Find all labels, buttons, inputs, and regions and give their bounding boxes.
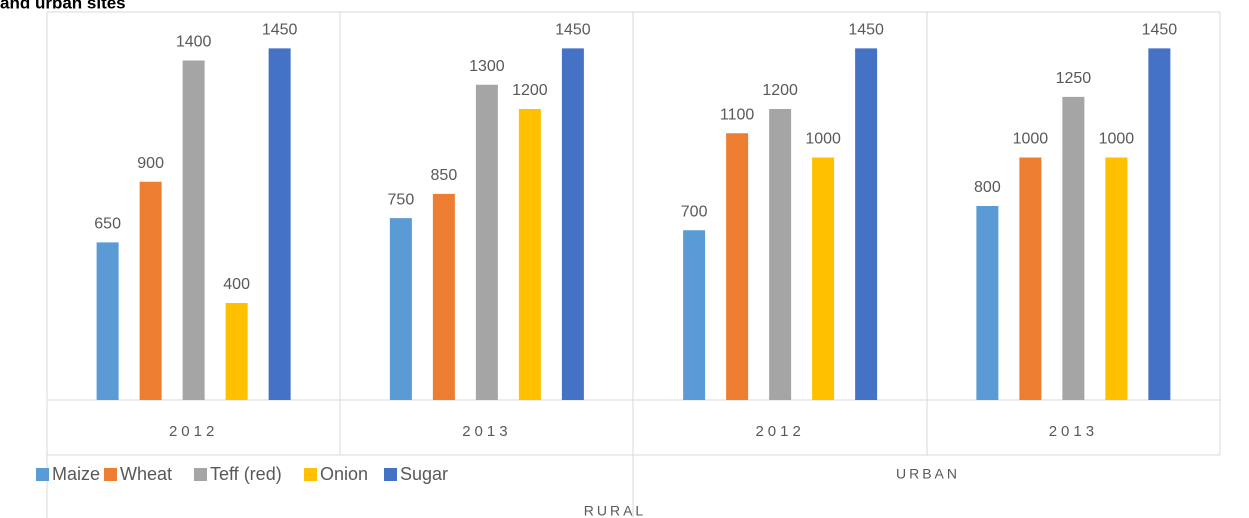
bar (976, 206, 999, 400)
legend-swatch (384, 468, 397, 481)
data-label: 1000 (1013, 131, 1049, 148)
legend-label: Wheat (120, 464, 172, 484)
data-label: 1000 (1099, 131, 1135, 148)
bar (855, 48, 878, 400)
bar (683, 230, 706, 400)
group-label: RURAL (584, 503, 646, 518)
bar (268, 48, 291, 400)
legend-swatch (194, 468, 207, 481)
data-label: 1200 (512, 82, 548, 99)
data-label: 1450 (262, 22, 298, 39)
data-label: 900 (137, 155, 164, 172)
data-label: 1300 (469, 58, 505, 75)
bar (1148, 48, 1171, 400)
data-label: 650 (94, 216, 121, 233)
data-label: 1450 (555, 22, 591, 39)
x-tick-label: 2012 (755, 423, 804, 440)
data-label: 700 (681, 203, 708, 220)
data-label: 800 (974, 179, 1001, 196)
bar (1019, 157, 1042, 400)
bar (518, 109, 541, 400)
bar (1062, 96, 1085, 400)
data-label: 400 (223, 276, 250, 293)
bar (182, 60, 205, 400)
bar (1105, 157, 1128, 400)
data-label: 1200 (762, 82, 798, 99)
bar (769, 109, 792, 400)
bar (812, 157, 835, 400)
legend-swatch (104, 468, 117, 481)
data-label: 1450 (1142, 22, 1178, 39)
legend-label: Onion (320, 464, 368, 484)
x-tick-label: 2013 (1049, 423, 1098, 440)
group-label: URBAN (896, 466, 960, 482)
data-label: 1000 (805, 131, 841, 148)
data-label: 850 (431, 167, 458, 184)
data-label: 1400 (176, 34, 212, 51)
data-label: 750 (388, 191, 415, 208)
data-label: 1450 (848, 22, 884, 39)
bar (225, 303, 248, 400)
bar (96, 242, 119, 400)
legend-swatch (36, 468, 49, 481)
legend-swatch (304, 468, 317, 481)
x-tick-label: 2013 (462, 423, 511, 440)
x-tick-label: 2012 (169, 423, 218, 440)
data-label: 1100 (720, 106, 755, 123)
data-label: 1250 (1056, 70, 1092, 87)
bar (389, 218, 412, 400)
chart-title: and urban sites (0, 0, 126, 12)
bar (475, 84, 498, 400)
bar (139, 181, 162, 400)
bar (726, 133, 749, 400)
legend-label: Maize (52, 464, 100, 484)
legend-label: Sugar (400, 464, 448, 484)
legend-label: Teff (red) (210, 464, 282, 484)
bar (432, 193, 455, 400)
bar (561, 48, 584, 400)
